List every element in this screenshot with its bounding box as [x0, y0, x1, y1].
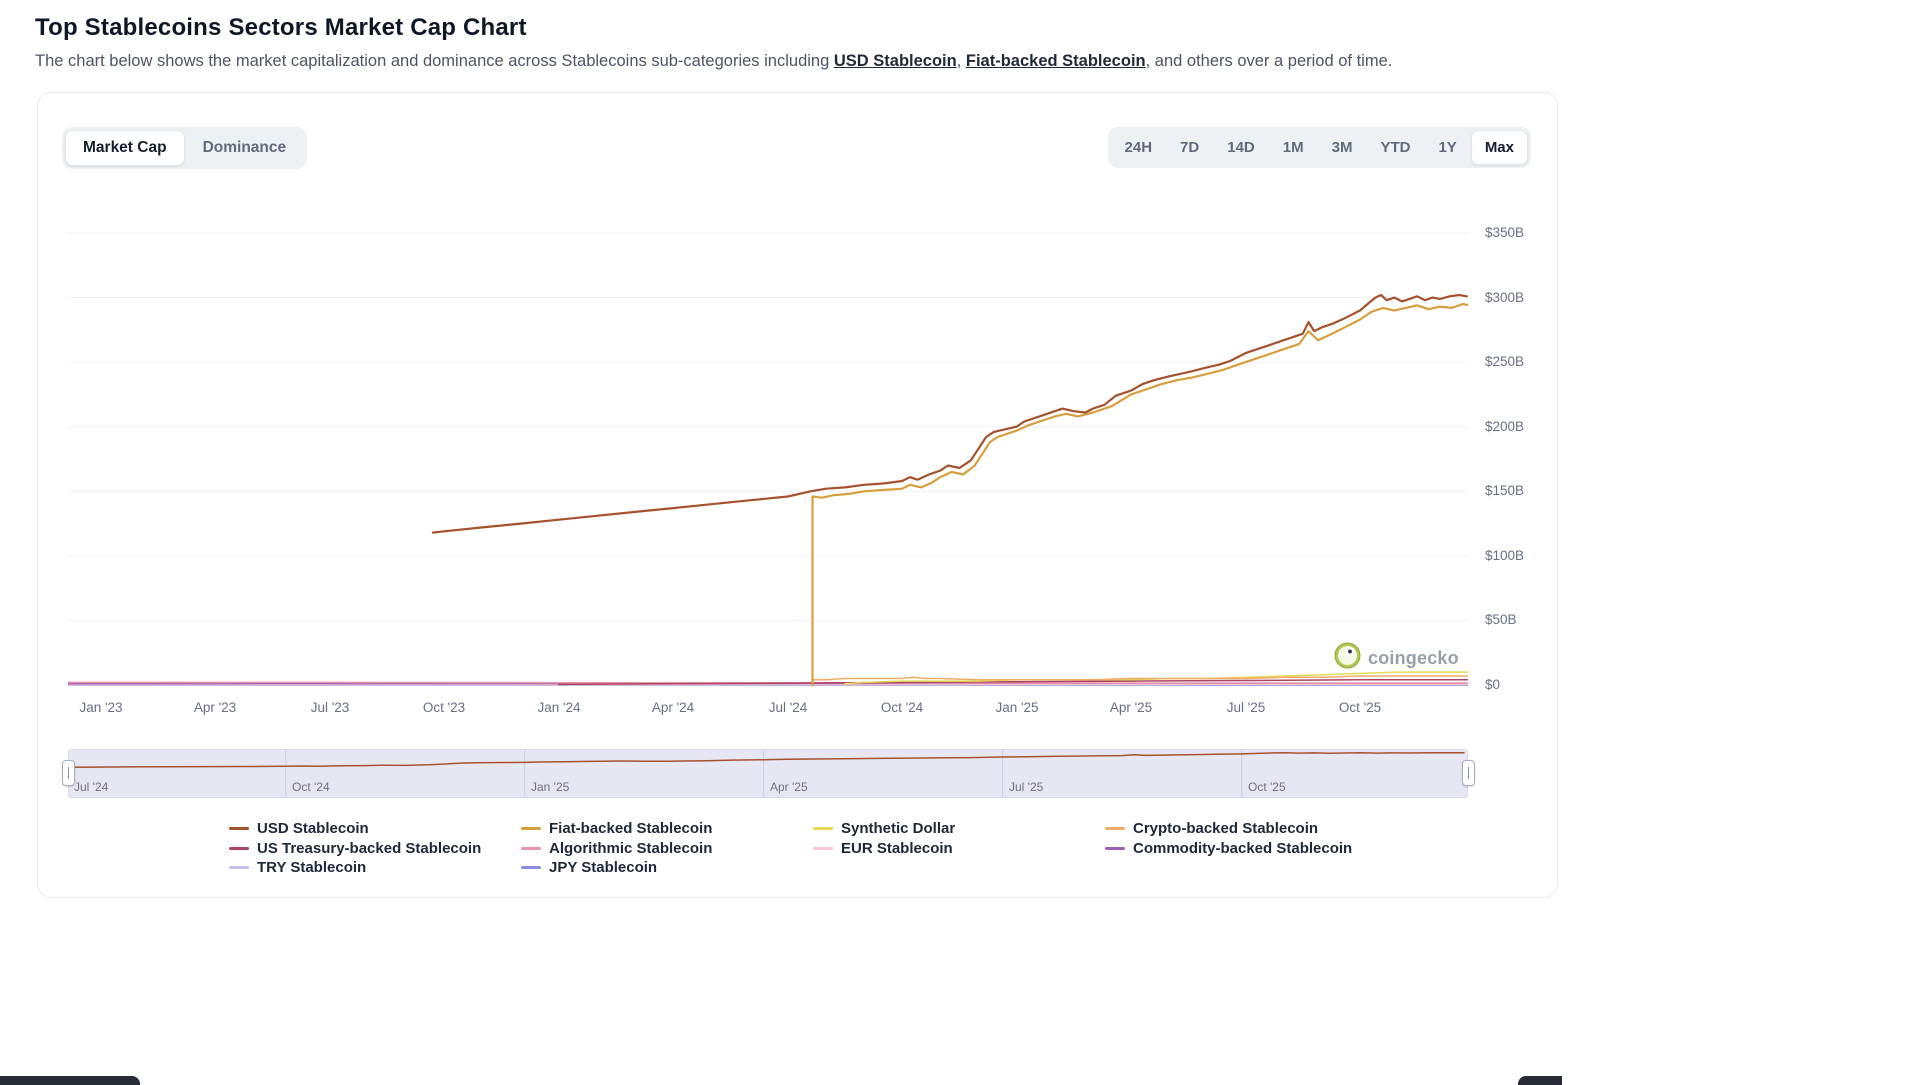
- x-axis-tick: Oct '25: [1338, 700, 1382, 715]
- chart-navigator[interactable]: Jul '24 Oct '24 Jan '25 Apr '25 Jul '25 Oct '…: [68, 749, 1468, 798]
- coingecko-watermark: coingecko: [1334, 642, 1459, 674]
- legend-marker: [813, 827, 833, 831]
- legend-item[interactable]: EUR Stablecoin: [813, 839, 1105, 859]
- x-axis-tick: Jul '24: [768, 700, 808, 715]
- range-button-1m[interactable]: 1M: [1269, 130, 1318, 165]
- legend-item[interactable]: Algorithmic Stablecoin: [521, 839, 813, 859]
- legend-marker: [229, 866, 249, 870]
- legend-marker: [521, 846, 541, 850]
- legend-label: Commodity-backed Stablecoin: [1133, 839, 1353, 857]
- y-axis-tick: $150B: [1485, 483, 1525, 498]
- range-button-ytd[interactable]: YTD: [1366, 130, 1424, 165]
- legend-marker: [521, 827, 541, 831]
- market-cap-chart[interactable]: [68, 191, 1468, 691]
- page-subtitle: The chart below shows the market capital…: [35, 52, 1392, 71]
- legend: USD Stablecoin US Treasury-backed Stablec…: [229, 819, 1397, 878]
- legend-item[interactable]: US Treasury-backed Stablecoin: [229, 839, 521, 859]
- navigator-tick-label: Oct '24: [292, 780, 330, 794]
- bottom-edge-artifact-left: [0, 1076, 140, 1085]
- x-axis-tick: Jul '25: [1226, 700, 1266, 715]
- legend-marker: [521, 866, 541, 870]
- page-title: Top Stablecoins Sectors Market Cap Chart: [35, 14, 527, 41]
- x-axis-tick: Jan '25: [995, 700, 1039, 715]
- legend-marker: [813, 846, 833, 850]
- legend-label: US Treasury-backed Stablecoin: [257, 839, 482, 857]
- legend-marker: [229, 846, 249, 850]
- x-axis-tick: Apr '24: [651, 700, 695, 715]
- time-range-group: 24H 7D 14D 1M 3M YTD 1Y Max: [1107, 127, 1531, 168]
- x-axis-tick: Jul '23: [310, 700, 350, 715]
- market-cap-chart-svg: [68, 232, 1468, 687]
- legend-column: Fiat-backed Stablecoin Algorithmic Stable…: [521, 819, 813, 878]
- y-axis-tick: $0: [1485, 677, 1501, 692]
- navigator-svg: [70, 750, 1465, 797]
- range-button-7d[interactable]: 7D: [1166, 130, 1213, 165]
- y-axis-tick: $50B: [1485, 612, 1517, 627]
- navigator-tick-label: Jul '24: [74, 780, 109, 794]
- bottom-edge-artifact-right: [1518, 1076, 1562, 1085]
- view-toggle-dominance[interactable]: Dominance: [185, 130, 305, 166]
- legend-item[interactable]: Synthetic Dollar: [813, 819, 1105, 839]
- navigator-tick-label: Apr '25: [770, 780, 808, 794]
- coingecko-gecko-icon: [1334, 642, 1361, 674]
- range-button-max[interactable]: Max: [1470, 130, 1528, 165]
- legend-item[interactable]: TRY Stablecoin: [229, 858, 521, 878]
- legend-item[interactable]: Fiat-backed Stablecoin: [521, 819, 813, 839]
- usd-stablecoin-link[interactable]: USD Stablecoin: [833, 52, 957, 70]
- legend-label: Crypto-backed Stablecoin: [1133, 820, 1319, 838]
- view-toggle-group: Market Cap Dominance: [62, 127, 308, 169]
- legend-label: TRY Stablecoin: [257, 859, 367, 877]
- subtitle-text: The chart below shows the market capital…: [35, 52, 834, 70]
- navigator-handle-left[interactable]: [62, 760, 75, 786]
- x-axis-tick: Apr '23: [193, 700, 237, 715]
- subtitle-separator: ,: [956, 52, 966, 70]
- legend-column: Crypto-backed Stablecoin Commodity-backed…: [1105, 819, 1397, 878]
- y-axis-tick: $100B: [1485, 548, 1525, 563]
- legend-label: JPY Stablecoin: [549, 859, 658, 877]
- x-axis-tick: Jan '23: [79, 700, 123, 715]
- legend-item[interactable]: Crypto-backed Stablecoin: [1105, 819, 1397, 839]
- range-button-24h[interactable]: 24H: [1111, 130, 1167, 165]
- y-axis-tick: $300B: [1485, 290, 1525, 305]
- subtitle-text-end: , and others over a period of time.: [1145, 52, 1393, 70]
- y-axis-tick: $250B: [1485, 354, 1525, 369]
- legend-label: USD Stablecoin: [257, 820, 369, 838]
- legend-label: Fiat-backed Stablecoin: [549, 820, 713, 838]
- legend-column: Synthetic Dollar EUR Stablecoin: [813, 819, 1105, 878]
- fiat-backed-stablecoin-link[interactable]: Fiat-backed Stablecoin: [965, 52, 1146, 70]
- chart-card: Market Cap Dominance 24H 7D 14D 1M 3M YTD 1Y Max…: [37, 92, 1558, 898]
- y-axis-tick: $200B: [1485, 419, 1525, 434]
- view-toggle-market-cap[interactable]: Market Cap: [65, 130, 185, 166]
- x-axis-tick: Oct '24: [880, 700, 924, 715]
- coingecko-watermark-label: coingecko: [1368, 647, 1459, 668]
- navigator-handle-right[interactable]: [1462, 760, 1475, 786]
- x-axis-tick: Oct '23: [422, 700, 466, 715]
- legend-label: EUR Stablecoin: [841, 839, 953, 857]
- legend-column: USD Stablecoin US Treasury-backed Stablec…: [229, 819, 521, 878]
- legend-label: Algorithmic Stablecoin: [549, 839, 713, 857]
- x-axis-tick: Jan '24: [537, 700, 581, 715]
- range-button-3m[interactable]: 3M: [1318, 130, 1367, 165]
- legend-label: Synthetic Dollar: [841, 820, 956, 838]
- navigator-tick-label: Oct '25: [1248, 780, 1286, 794]
- legend-item[interactable]: Commodity-backed Stablecoin: [1105, 839, 1397, 859]
- legend-item[interactable]: JPY Stablecoin: [521, 858, 813, 878]
- navigator-tick-label: Jan '25: [531, 780, 570, 794]
- range-button-1y[interactable]: 1Y: [1424, 130, 1470, 165]
- legend-item[interactable]: USD Stablecoin: [229, 819, 521, 839]
- y-axis-tick: $350B: [1485, 225, 1525, 240]
- navigator-tick-label: Jul '25: [1009, 780, 1044, 794]
- x-axis-tick: Apr '25: [1109, 700, 1153, 715]
- legend-marker: [1105, 846, 1125, 850]
- legend-marker: [1105, 827, 1125, 831]
- range-button-14d[interactable]: 14D: [1213, 130, 1269, 165]
- legend-marker: [229, 827, 249, 831]
